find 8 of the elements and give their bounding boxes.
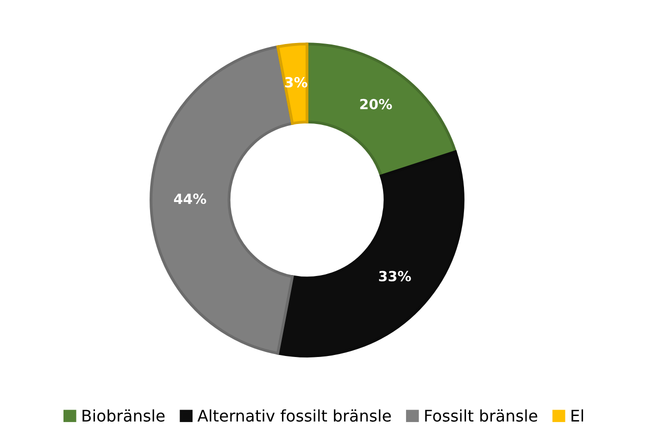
data-label: 3% <box>285 77 308 88</box>
legend-label: Alternativ fossilt bränsle <box>197 409 391 422</box>
data-label: 44% <box>174 194 206 204</box>
data-label: 33% <box>379 270 411 282</box>
legend-label: El <box>572 409 584 422</box>
legend-label: Biobränsle <box>82 409 165 422</box>
legend-label: Fossilt bränsle <box>425 409 538 422</box>
data-label: 20% <box>360 98 392 110</box>
